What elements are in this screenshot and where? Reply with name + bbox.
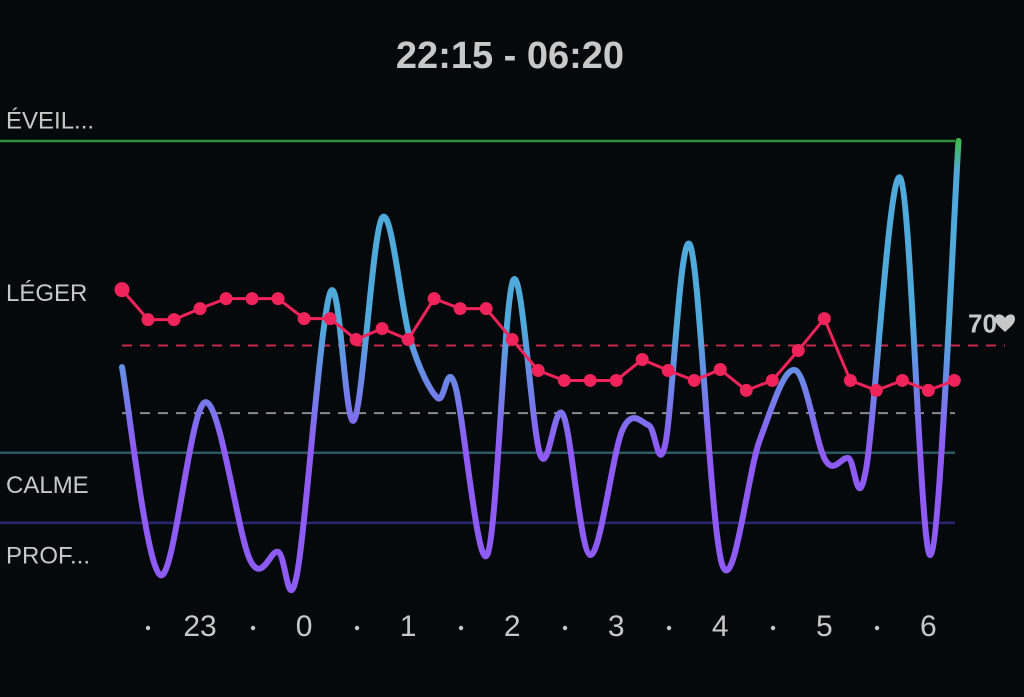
- heart-rate-point: [817, 312, 831, 326]
- heart-rate-point: [453, 302, 467, 316]
- x-tick-label: 6: [920, 610, 937, 643]
- heart-icon: [995, 314, 1015, 332]
- separator-dot: [562, 625, 568, 631]
- separator-dot: [145, 625, 151, 631]
- x-tick-separators: [145, 625, 880, 631]
- y2-tick-label: 70: [968, 308, 997, 338]
- heart-rate-point: [583, 373, 597, 387]
- heart-rate-point: [375, 322, 389, 336]
- x-tick-label: 5: [816, 610, 833, 643]
- y-tick-label: PROF...: [6, 542, 90, 569]
- heart-rate-point: [609, 373, 623, 387]
- heart-rate-point: [791, 344, 805, 358]
- heart-rate-point: [739, 383, 753, 397]
- heart-rate-point: [479, 302, 493, 316]
- heart-rate-point: [531, 363, 545, 377]
- heart-rate-point: [765, 373, 779, 387]
- heart-rate-point: [505, 333, 519, 347]
- x-tick-label: 1: [400, 610, 417, 643]
- separator-dot: [874, 625, 880, 631]
- heart-rate-point: [297, 312, 311, 326]
- x-tick-label: 2: [504, 610, 521, 643]
- heart-rate-point: [141, 313, 155, 327]
- heart-rate-point: [557, 373, 571, 387]
- x-tick-label: 4: [712, 610, 729, 643]
- heart-rate-point: [193, 302, 207, 316]
- heart-rate-point: [114, 282, 130, 298]
- heart-rate-point: [661, 363, 675, 377]
- heart-rate-point: [271, 292, 285, 306]
- heart-rate-point: [635, 353, 649, 367]
- heart-rate-point: [713, 362, 727, 376]
- separator-dot: [666, 625, 672, 631]
- heart-rate-point: [921, 383, 935, 397]
- heart-rate-point: [869, 383, 883, 397]
- separator-dot: [354, 625, 360, 631]
- heart-rate-point: [843, 373, 857, 387]
- heart-rate-point: [323, 312, 337, 326]
- separator-dot: [770, 625, 776, 631]
- separator-dot: [250, 625, 256, 631]
- heart-rate-point: [687, 373, 701, 387]
- y-tick-label: LÉGER: [6, 280, 87, 307]
- y-tick-label: ÉVEIL...: [6, 107, 94, 134]
- chart-title: 22:15 - 06:20: [396, 35, 624, 77]
- heart-rate-point: [245, 292, 259, 306]
- heart-rate-point: [219, 292, 233, 306]
- stage-line: [119, 138, 962, 594]
- heart-rate-point: [401, 333, 415, 347]
- heart-rate-point: [349, 333, 363, 347]
- y-tick-label: CALME: [6, 472, 89, 499]
- heart-rate-point: [167, 313, 181, 327]
- heart-rate-point: [895, 373, 909, 387]
- x-tick-label: 0: [296, 610, 313, 643]
- x-tick-label: 3: [608, 610, 625, 643]
- heart-rate-point: [427, 292, 441, 306]
- heart-rate-point: [947, 373, 961, 387]
- x-tick-label: 23: [183, 610, 216, 643]
- separator-dot: [458, 625, 464, 631]
